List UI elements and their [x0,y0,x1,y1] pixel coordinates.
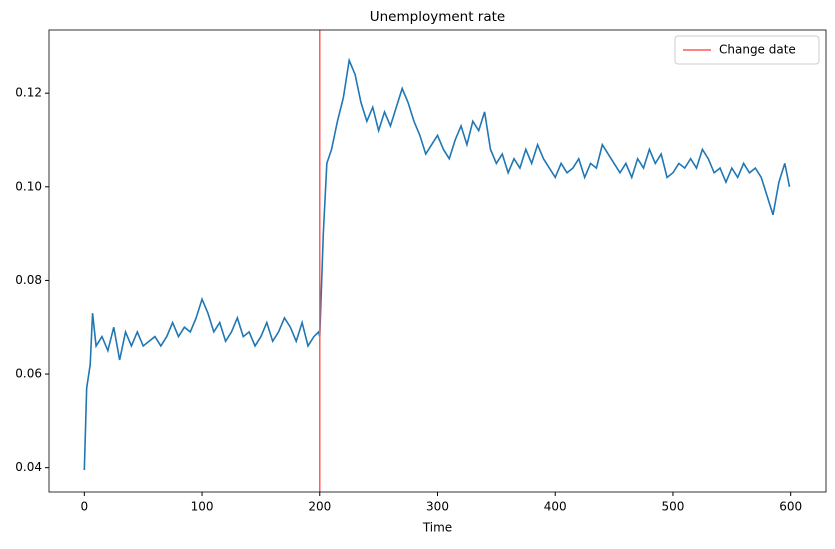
x-tick-label: 0 [80,500,88,514]
x-tick-label: 600 [779,500,802,514]
x-axis-label: Time [422,521,452,535]
legend-label: Change date [719,43,796,57]
y-tick-label: 0.12 [15,86,42,100]
y-tick-label: 0.06 [15,367,42,381]
y-tick-label: 0.08 [15,273,42,287]
legend-box [674,35,820,65]
x-tick-label: 400 [544,500,567,514]
y-tick-label: 0.04 [15,460,42,474]
x-tick-label: 500 [662,500,685,514]
x-tick-label: 300 [426,500,449,514]
chart-title: Unemployment rate [370,9,505,25]
plot-frame [48,29,827,493]
x-tick-label: 100 [191,500,214,514]
x-tick-label: 200 [308,500,331,514]
y-tick-label: 0.10 [15,179,42,193]
data-line [83,57,791,471]
